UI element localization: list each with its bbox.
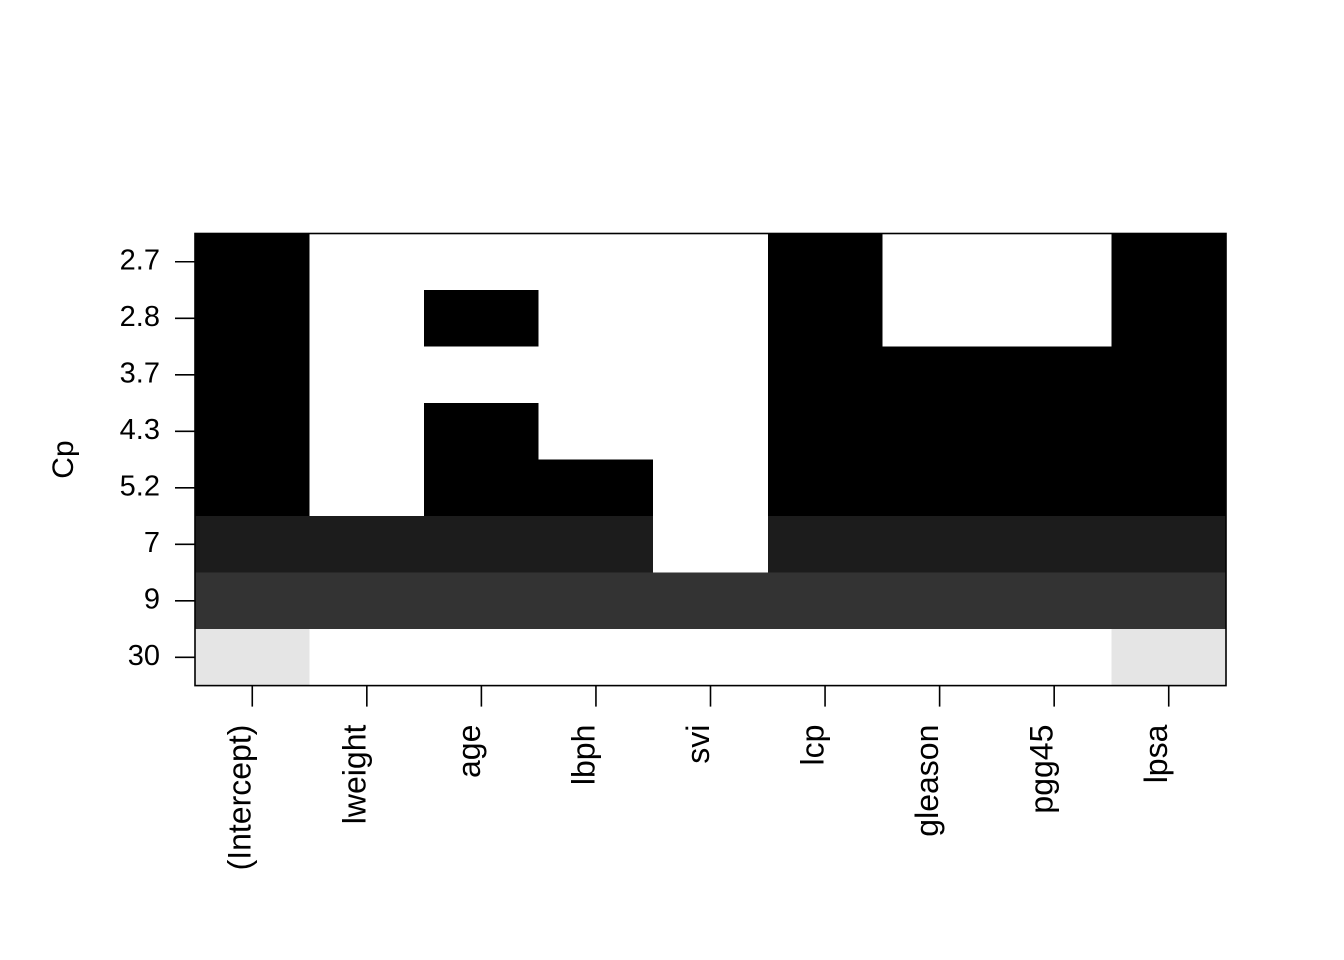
svg-text:5.2: 5.2 [120, 470, 160, 502]
svg-text:7: 7 [144, 527, 160, 559]
svg-text:9: 9 [144, 583, 160, 615]
svg-text:(Intercept): (Intercept) [222, 725, 258, 871]
svg-text:gleason: gleason [909, 725, 945, 837]
svg-text:4.3: 4.3 [120, 414, 160, 446]
svg-text:lbph: lbph [565, 725, 601, 786]
svg-text:pgg45: pgg45 [1024, 725, 1060, 814]
svg-text:age: age [451, 725, 487, 778]
svg-text:2.7: 2.7 [120, 244, 160, 276]
svg-text:lcp: lcp [795, 725, 831, 766]
svg-text:3.7: 3.7 [120, 357, 160, 389]
svg-text:lpsa: lpsa [1138, 724, 1174, 783]
svg-text:Cp: Cp [47, 440, 80, 478]
svg-text:2.8: 2.8 [120, 301, 160, 333]
svg-text:30: 30 [128, 640, 160, 672]
svg-text:lweight: lweight [336, 724, 372, 824]
svg-text:svi: svi [680, 725, 716, 764]
